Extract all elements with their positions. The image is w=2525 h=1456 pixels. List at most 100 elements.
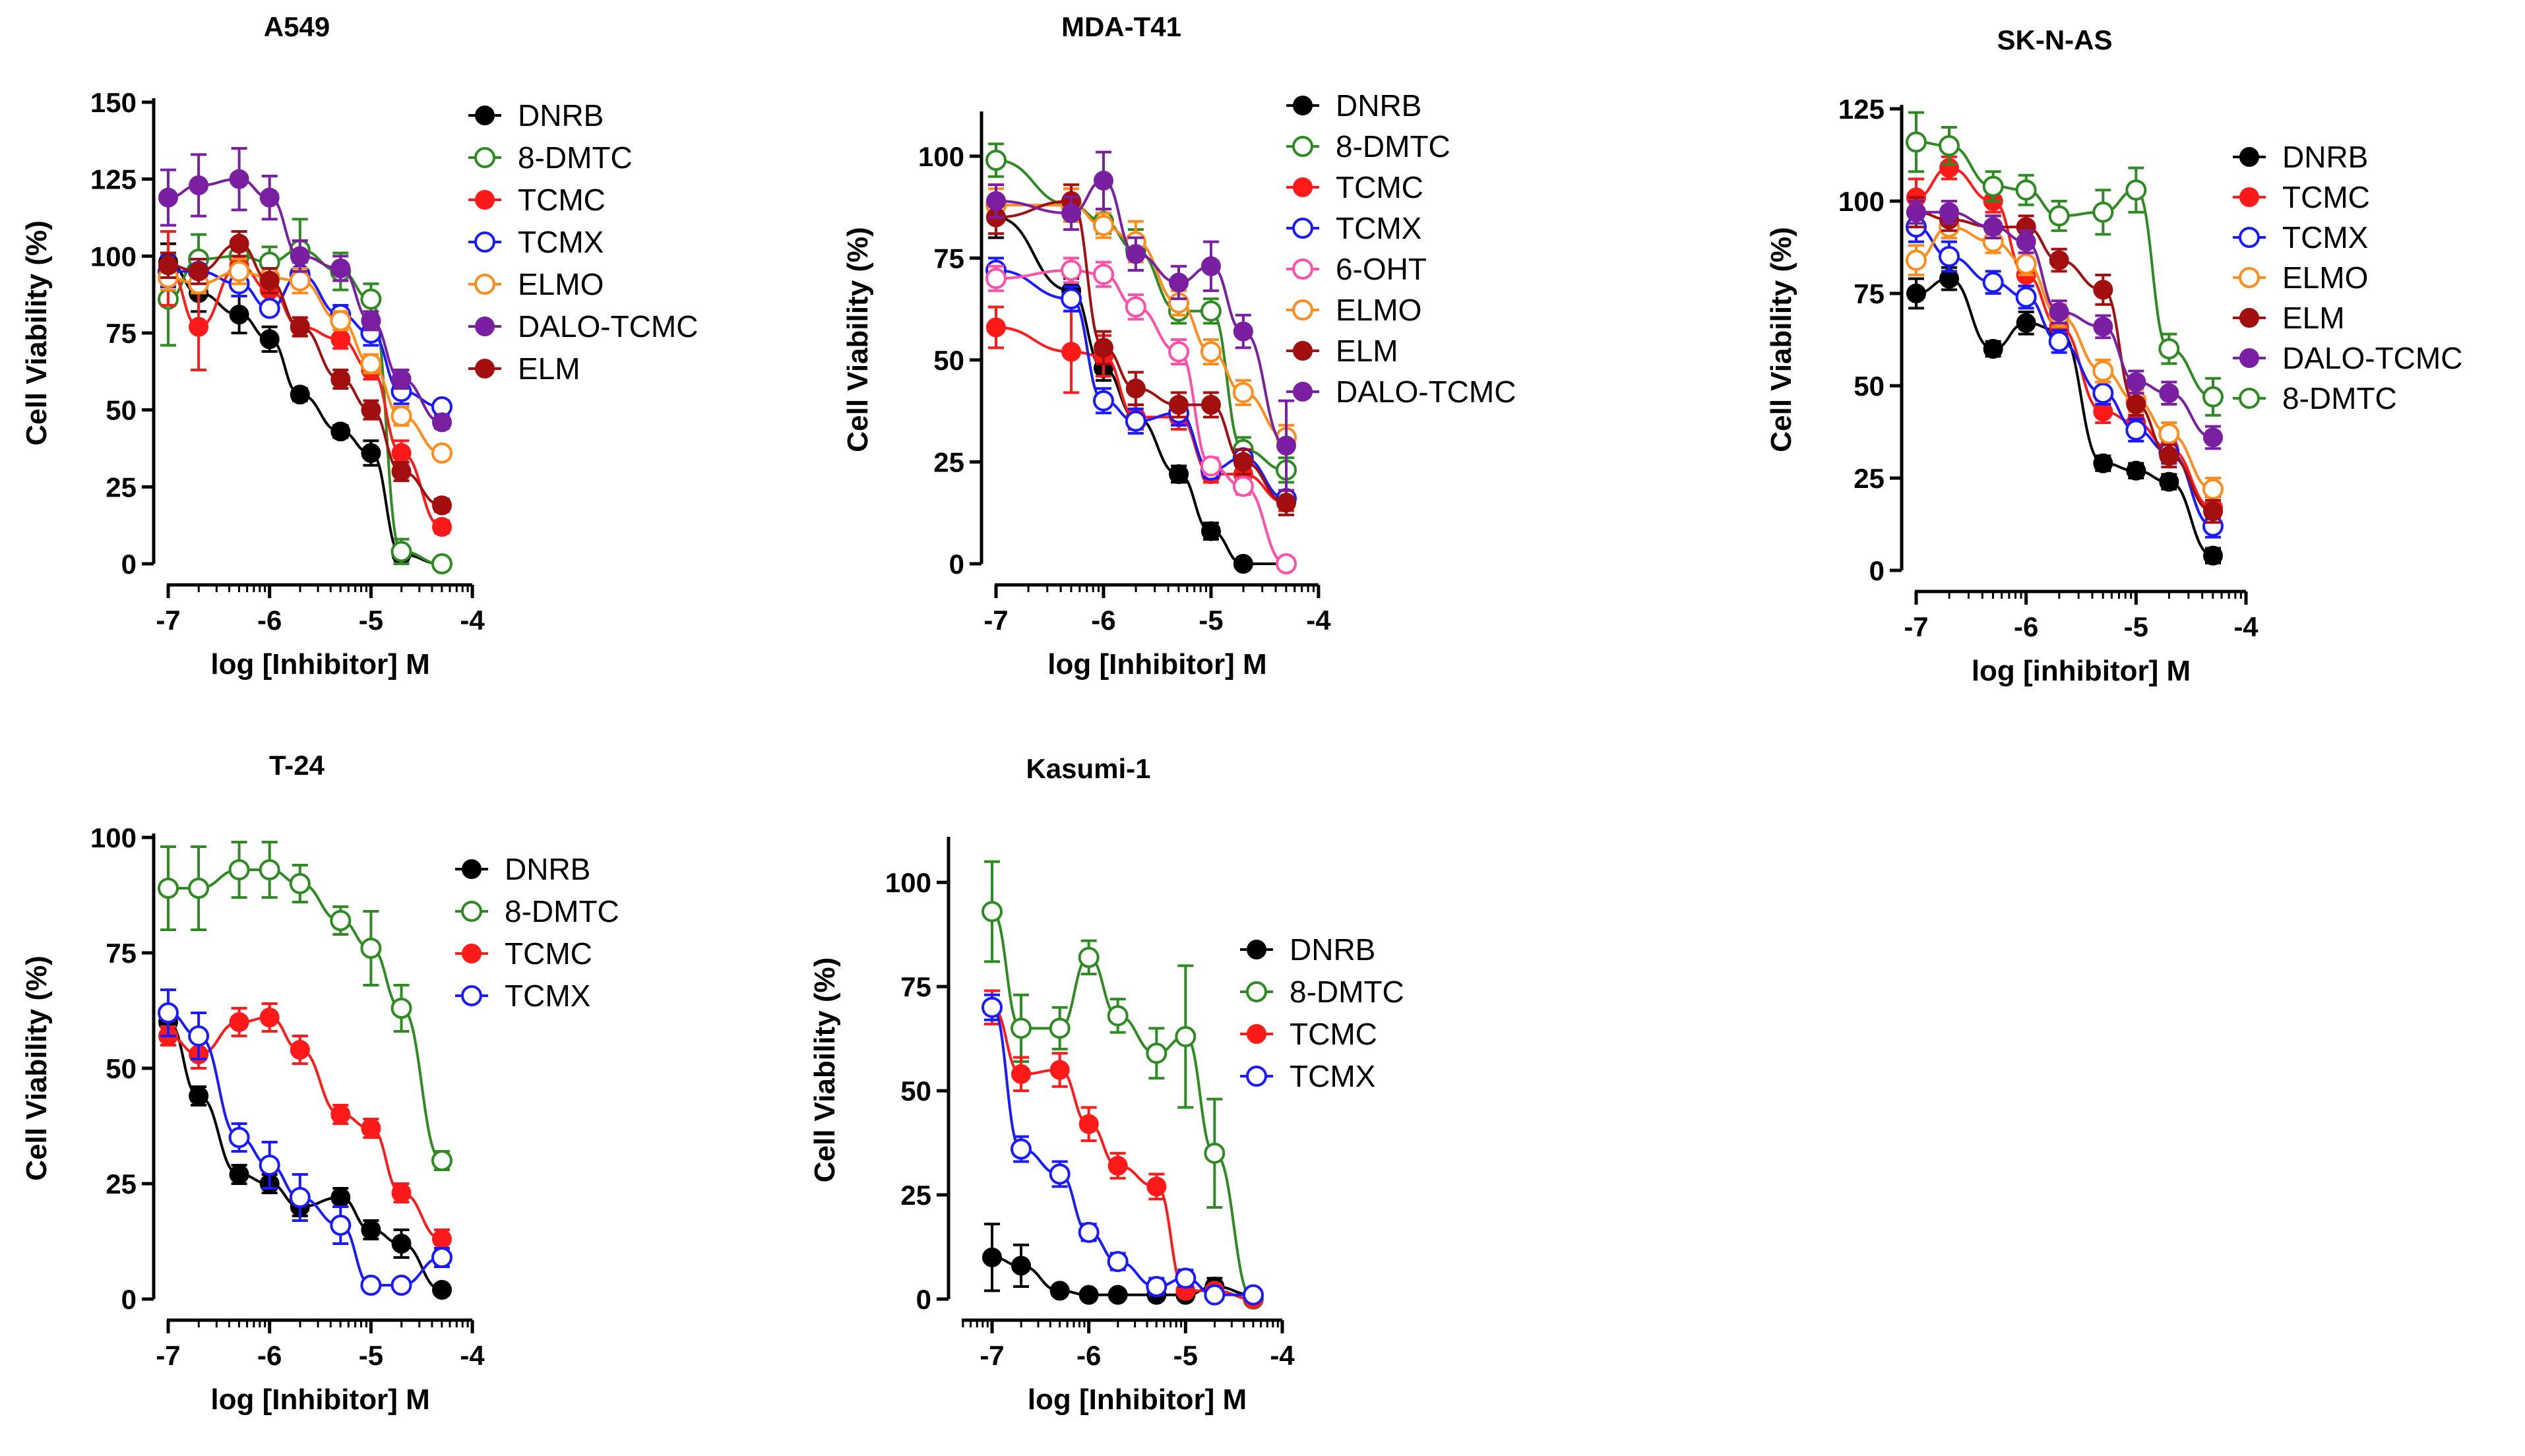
data-point [158, 878, 179, 899]
data-point [259, 1008, 280, 1027]
series-dalo-tcmc [1906, 200, 2223, 450]
data-point [2093, 317, 2113, 337]
y-axis-label: Cell Viability (%) [842, 227, 874, 452]
panel-kasumi-1: Kasumi-1 0 25 50 75 100 Cell Viability (%) -7 -6… [809, 753, 1404, 1416]
data-point [432, 412, 452, 433]
legend-item-dnrb: DNRB [455, 852, 590, 886]
data-point [1175, 1267, 1197, 1289]
data-point [228, 260, 250, 282]
data-point [1204, 1142, 1226, 1164]
x-tick-label: -6 [2014, 611, 2038, 642]
x-axis-label: log [inhibitor] M [1972, 655, 2191, 687]
data-point [2125, 419, 2147, 441]
data-point [1049, 1017, 1071, 1039]
data-point [330, 1188, 351, 1207]
series-8-dmtc [158, 841, 452, 1171]
y-tick-label: 0 [1869, 555, 1885, 586]
data-point [2016, 313, 2036, 333]
data-point [985, 150, 1007, 171]
data-point [391, 369, 412, 389]
x-tick-label: -6 [1076, 1340, 1101, 1371]
data-point [432, 1280, 452, 1300]
data-point [2093, 280, 2113, 300]
data-point [1093, 338, 1113, 358]
legend-item-elmo: ELMO [1286, 293, 1421, 327]
data-point [982, 996, 1003, 1018]
legend-marker [2239, 227, 2260, 248]
data-point [1276, 553, 1297, 574]
x-tick-label: -5 [1173, 1340, 1198, 1371]
legend-item-elm: ELM [2233, 301, 2345, 335]
legend-marker [461, 985, 482, 1006]
y-axis-label: Cell Viability (%) [809, 957, 841, 1183]
legend-item-tcmx: TCMX [1286, 211, 1421, 245]
data-point [259, 297, 280, 319]
data-point [1107, 1285, 1128, 1305]
data-point [2202, 478, 2224, 500]
y-tick-label: 75 [106, 318, 137, 349]
chart-title: T-24 [269, 750, 325, 781]
legend-label: 8-DMTC [505, 894, 619, 928]
data-point [1982, 272, 2004, 293]
data-point [229, 169, 249, 189]
legend-label: 8-DMTC [1290, 975, 1404, 1009]
y-tick-label: 50 [106, 1053, 137, 1084]
legend-marker [475, 190, 495, 210]
data-point [1169, 394, 1189, 415]
data-point [330, 310, 352, 332]
data-point [431, 1150, 452, 1171]
legend-label: ELM [1336, 334, 1398, 368]
x-tick-label: -7 [980, 1340, 1004, 1371]
legend-marker [1292, 258, 1313, 280]
data-point [1232, 475, 1254, 497]
legend-marker [474, 274, 495, 295]
data-point [289, 873, 311, 894]
legend-item-dalo-tcmc: DALO-TCMC [468, 309, 698, 344]
x-axis-label: log [Inhibitor] M [210, 1383, 429, 1416]
data-point [431, 553, 452, 574]
data-point [391, 1183, 412, 1203]
legend: DNRB 8-DMTC TCMC TCMX [455, 852, 619, 1013]
data-point [2159, 446, 2179, 466]
data-point [361, 311, 381, 331]
data-point [2159, 383, 2179, 404]
legend: DNRB 8-DMTC TCMC TCMX [1240, 932, 1404, 1093]
legend-label: ELMO [2282, 260, 2368, 295]
data-point [1125, 410, 1146, 432]
legend-marker [1292, 136, 1313, 157]
legend-item-tcmc: TCMC [468, 183, 606, 217]
x-tick-label: -7 [156, 1340, 180, 1371]
data-point [189, 1086, 209, 1106]
y-tick-label: 100 [1838, 186, 1885, 217]
data-point [432, 1229, 452, 1249]
chart-title: MDA-T41 [1061, 11, 1181, 42]
series-elm [158, 230, 452, 516]
data-point [259, 1155, 280, 1176]
data-point [330, 910, 352, 931]
data-point [228, 859, 250, 880]
data-point [432, 517, 452, 537]
data-point [2092, 382, 2114, 404]
series-8-dmtc [982, 860, 1264, 1310]
data-point [391, 1234, 412, 1254]
data-point [390, 1275, 412, 1296]
legend-item-tcmx: TCMX [455, 979, 590, 1013]
data-point [1200, 521, 1221, 541]
legend-item-tcmc: TCMC [1240, 1017, 1377, 1051]
y-tick-label: 0 [121, 1284, 137, 1315]
y-tick-label: 75 [933, 243, 964, 274]
x-tick-label: -4 [460, 1340, 485, 1371]
legend-label: DNRB [518, 98, 604, 133]
data-point [1200, 256, 1221, 276]
legend-item-tcmx: TCMX [1240, 1059, 1375, 1093]
legend-label: TCMC [2282, 180, 2370, 214]
legend-marker [475, 317, 495, 336]
data-point [1983, 217, 2003, 237]
data-point [1233, 554, 1253, 574]
data-point [1175, 1025, 1197, 1047]
y-tick-label: 100 [90, 822, 137, 853]
legend-label: TCMX [1336, 211, 1421, 245]
series-dalo-tcmc [986, 150, 1296, 492]
data-point [1204, 1284, 1226, 1306]
legend-item-tcmc: TCMC [2233, 180, 2370, 214]
